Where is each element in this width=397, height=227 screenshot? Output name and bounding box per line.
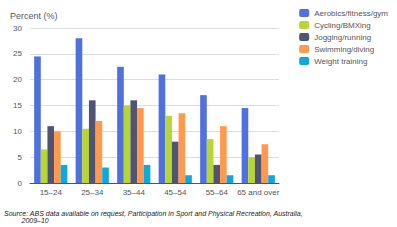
svg-text:15–24: 15–24 (40, 188, 63, 197)
svg-text:45–54: 45–54 (164, 188, 187, 197)
svg-text:20: 20 (13, 75, 22, 84)
svg-text:25–34: 25–34 (81, 188, 104, 197)
svg-text:Jogging/running: Jogging/running (314, 33, 371, 42)
svg-text:10: 10 (13, 127, 22, 136)
svg-text:Aerobics/fitness/gym: Aerobics/fitness/gym (314, 9, 388, 18)
svg-text:2009–10: 2009–10 (4, 217, 49, 224)
svg-text:35–44: 35–44 (123, 188, 146, 197)
svg-text:15: 15 (13, 101, 22, 110)
svg-text:30: 30 (13, 24, 22, 33)
svg-text:Weight training: Weight training (314, 57, 367, 66)
svg-text:Percent (%): Percent (%) (10, 11, 58, 21)
svg-text:Cycling/BMXing: Cycling/BMXing (314, 21, 370, 30)
svg-text:5: 5 (18, 153, 23, 162)
svg-text:55–64: 55–64 (206, 188, 229, 197)
svg-text:65 and over: 65 and over (237, 188, 280, 197)
svg-text:Source: ABS data available on: Source: ABS data available on request, P… (4, 210, 303, 218)
svg-text:0: 0 (18, 179, 23, 188)
svg-text:25: 25 (13, 49, 22, 58)
svg-text:Swimming/diving: Swimming/diving (314, 45, 374, 54)
